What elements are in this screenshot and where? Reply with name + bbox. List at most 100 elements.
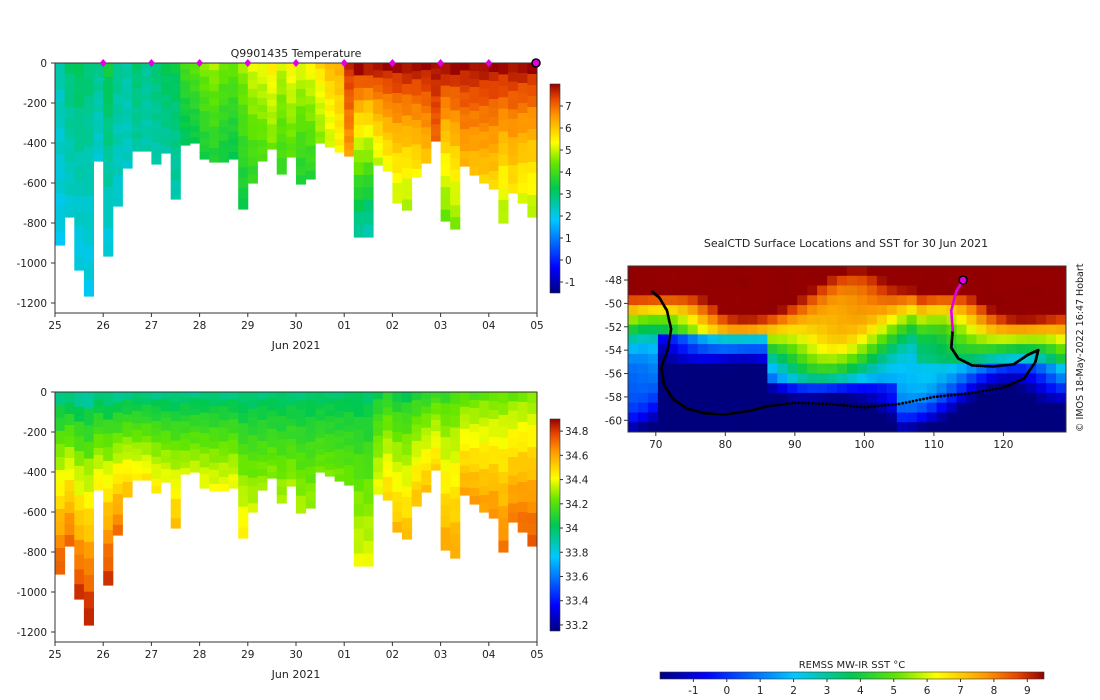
salinity-cell — [276, 407, 287, 417]
temperature-cell — [431, 102, 442, 109]
temperature-cell — [392, 153, 403, 164]
temperature-cell — [353, 87, 364, 101]
temperature-cell — [180, 109, 191, 117]
salinity-cell — [431, 414, 442, 421]
temperature-cell — [132, 75, 143, 83]
temperature-cell — [257, 98, 268, 106]
temperature-cell — [334, 107, 345, 115]
temperature-cell — [228, 138, 239, 146]
temperature-cell — [382, 93, 393, 103]
temperature-cell — [247, 63, 258, 73]
salinity-cell — [411, 392, 422, 401]
temperature-cell — [315, 125, 326, 133]
salinity-cell — [286, 398, 297, 406]
temperature-cell — [93, 119, 104, 127]
temperature-cell — [209, 91, 220, 99]
salinity-cell — [411, 481, 422, 491]
salinity-cell — [402, 465, 413, 477]
salinity-cell — [411, 416, 422, 426]
temperature-cell — [257, 147, 268, 155]
salinity-cell — [161, 437, 172, 444]
temperature-cell — [527, 85, 538, 97]
temperature-cell — [238, 125, 249, 137]
salinity-cell — [122, 392, 133, 401]
temperature-cell — [488, 153, 499, 163]
salinity-cell — [122, 482, 133, 491]
temperature-cell — [161, 63, 172, 70]
temperature-cell — [93, 91, 104, 99]
salinity-cell — [508, 447, 519, 458]
salinity-cell — [450, 427, 461, 441]
salinity-cell — [315, 466, 326, 473]
temperature-cell — [334, 88, 345, 96]
temperature-cell — [517, 63, 528, 74]
salinity-cell — [132, 473, 143, 481]
salinity-cell — [190, 449, 201, 456]
salinity-cell — [276, 479, 287, 488]
temperature-cell — [344, 102, 355, 111]
salinity-cell — [402, 434, 413, 446]
salinity-cell — [228, 405, 239, 414]
salinity-xlabel: Jun 2021 — [271, 668, 321, 681]
salinity-cell — [324, 422, 335, 429]
temperature-cell — [459, 136, 470, 145]
temperature-cell — [353, 162, 364, 176]
temperature-cell — [431, 74, 442, 81]
temperature-heatmap — [55, 63, 538, 297]
salinity-cell — [64, 491, 75, 503]
salinity-cell — [267, 392, 278, 399]
salinity-cell — [209, 462, 220, 471]
temperature-cell — [479, 157, 490, 167]
salinity-cell — [440, 437, 451, 449]
temperature-cell — [122, 78, 133, 87]
temperature-cell — [459, 158, 470, 167]
temperature-cell — [228, 83, 239, 92]
salinity-cell — [218, 462, 229, 471]
temperature-cell — [190, 91, 201, 98]
temperature-cell — [479, 105, 490, 116]
temperature-cell — [141, 100, 152, 108]
temperature-cell — [402, 63, 413, 75]
temperature-cell — [411, 168, 422, 178]
salinity-cell — [411, 408, 422, 417]
salinity-cell — [363, 553, 374, 567]
temperature-cell — [170, 63, 181, 74]
salinity-cell — [431, 436, 442, 443]
temperature-cell — [479, 131, 490, 141]
temperature-cell — [411, 128, 422, 137]
temperature-cell — [199, 76, 210, 85]
temperature-cell — [315, 108, 326, 115]
track-point — [967, 392, 971, 395]
temperature-cell — [267, 130, 278, 138]
track-point — [703, 411, 706, 415]
temperature-cell — [161, 69, 172, 77]
track-point — [821, 402, 825, 406]
temperature-cell — [228, 117, 239, 126]
salinity-cell — [55, 548, 66, 562]
track-point — [929, 396, 932, 399]
salinity-cell — [286, 432, 297, 440]
salinity-cell — [64, 425, 75, 437]
track-point — [942, 394, 946, 398]
temperature-cell — [170, 101, 181, 113]
track-point — [1018, 378, 1022, 382]
temperature-cell — [305, 71, 316, 81]
salinity-cell — [141, 461, 152, 468]
temperature-cell — [488, 126, 499, 136]
temperature-cell — [257, 77, 268, 85]
temperature-cell — [296, 88, 307, 99]
salinity-cell — [238, 527, 249, 539]
temperature-cell — [382, 155, 393, 164]
track-point — [666, 346, 670, 350]
temperature-cell — [315, 63, 326, 70]
salinity-cell — [305, 433, 316, 443]
temperature-cell — [55, 219, 66, 233]
track-point — [901, 401, 904, 405]
track-point — [983, 364, 987, 368]
temperature-cell — [170, 82, 181, 93]
track-point — [738, 411, 742, 414]
temperature-cell — [83, 196, 94, 214]
salinity-cell — [190, 414, 201, 422]
salinity-cell — [209, 455, 220, 464]
